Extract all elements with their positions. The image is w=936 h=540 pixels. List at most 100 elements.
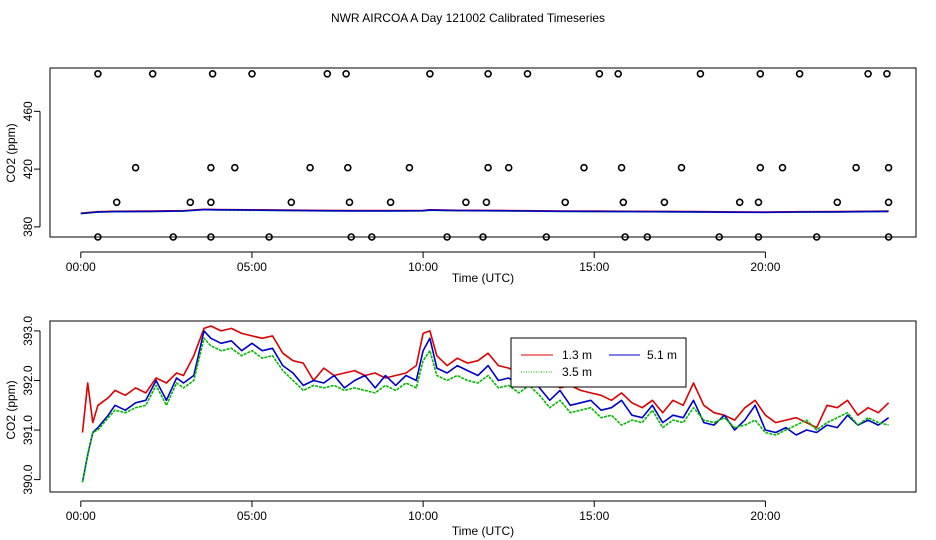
bottom-x-axis-label: Time (UTC): [452, 524, 514, 538]
top-y-tick-label: 460: [21, 101, 35, 121]
legend-label-3-5m: 3.5 m: [562, 365, 592, 379]
top-scatter-point: [614, 70, 623, 78]
top-scatter-point: [619, 198, 628, 207]
top-scatter-point: [112, 198, 121, 207]
top-scatter-point: [864, 70, 872, 78]
top-scatter-point: [542, 233, 551, 241]
top-y-axis-label: CO2 (ppm): [4, 123, 18, 182]
top-scatter-point: [207, 233, 215, 241]
top-x-tick-label: 05:00: [237, 260, 267, 274]
top-scatter-point: [884, 233, 893, 241]
top-panel: 00:00 05:00 10:00 15:00 20:00 380 420 460 Time…: [4, 67, 917, 285]
top-scatter-point: [621, 233, 629, 241]
top-scatter-point: [833, 198, 842, 207]
top-scatter-point: [443, 233, 451, 241]
top-scatter-point: [561, 198, 570, 207]
top-scatter-point: [207, 163, 215, 172]
top-scatter-point: [248, 70, 256, 78]
bottom-series-5-1-m: [81, 330, 890, 483]
top-plot-frame: [49, 67, 917, 238]
top-scatter-point: [186, 198, 195, 207]
top-series-lines: [80, 208, 889, 215]
bottom-series-lines: [81, 325, 890, 483]
bottom-y-tick-label: 390.0: [21, 464, 35, 494]
top-scatter-point: [795, 70, 804, 78]
top-scatter-point: [504, 163, 513, 172]
top-scatter-point: [265, 233, 273, 241]
top-x-tick-label: 00:00: [66, 260, 96, 274]
page-title: NWR AIRCOA A Day 121002 Calibrated Times…: [331, 11, 605, 25]
top-scatter-point: [94, 70, 102, 78]
top-scatter-point: [812, 233, 821, 241]
top-scatter-point: [660, 198, 669, 207]
bottom-panel: 00:00 05:00 10:00 15:00 20:00 390.0 391.0 392.…: [4, 316, 917, 538]
bottom-x-tick-label: 05:00: [237, 509, 267, 523]
top-scatter-point: [306, 163, 314, 172]
legend-label-1-3m: 1.3 m: [562, 348, 592, 362]
bottom-y-tick-label: 391.0: [21, 415, 35, 445]
top-scatter-point: [148, 70, 157, 78]
bottom-series-1-3-m: [81, 325, 890, 433]
top-scatter-point: [715, 233, 724, 241]
top-scatter-point: [231, 163, 239, 172]
top-scatter-point: [343, 163, 352, 172]
top-scatter-point: [523, 70, 532, 78]
bottom-x-tick-label: 15:00: [579, 509, 609, 523]
top-scatter-point: [883, 70, 891, 78]
legend-label-5-1m: 5.1 m: [647, 348, 677, 362]
bottom-y-tick-label: 392.0: [21, 365, 35, 395]
top-scatter-point: [462, 198, 470, 207]
top-scatter-point: [754, 233, 763, 241]
top-scatter-point: [347, 233, 356, 241]
top-x-axis-label: Time (UTC): [452, 271, 514, 285]
top-scatter-point: [735, 198, 744, 207]
top-scatter-point: [754, 198, 763, 207]
bottom-y-tick-label: 393.0: [21, 316, 35, 346]
top-scatter-point: [287, 198, 296, 207]
top-x-tick-label: 20:00: [750, 260, 780, 274]
top-y-tick-label: 420: [21, 159, 35, 179]
legend: 1.3 m 5.1 m 3.5 m: [510, 337, 687, 388]
top-x-axis: 00:00 05:00 10:00 15:00 20:00: [66, 251, 781, 274]
top-scatter-point: [696, 70, 705, 78]
top-scatter-point: [345, 198, 354, 207]
top-scatter-point: [580, 163, 588, 172]
top-y-tick-label: 380: [21, 217, 35, 237]
top-scatter-point: [484, 163, 492, 172]
bottom-y-axis-label: CO2 (ppm): [4, 380, 18, 439]
top-scatter-point: [884, 198, 893, 207]
top-x-tick-label: 15:00: [579, 260, 609, 274]
top-scatter-point: [482, 198, 491, 207]
top-scatter-point: [367, 233, 376, 241]
top-scatter-point: [208, 70, 217, 78]
top-scatter-point: [386, 198, 395, 207]
top-scatter-point: [323, 70, 332, 78]
legend-box: [510, 337, 687, 388]
top-scatter-point: [617, 163, 626, 172]
bottom-x-tick-label: 10:00: [408, 509, 438, 523]
top-scatter-point: [479, 233, 487, 241]
top-scatter-point: [169, 233, 177, 241]
bottom-x-axis: 00:00 05:00 10:00 15:00 20:00: [66, 500, 781, 523]
top-scatter-point: [778, 163, 787, 172]
top-scatter-point: [852, 163, 860, 172]
top-scatter-point: [131, 163, 140, 172]
bottom-plot-frame: [49, 320, 917, 493]
top-scatter-point: [884, 163, 893, 172]
top-scatter-point: [94, 233, 102, 241]
bottom-x-tick-label: 20:00: [750, 509, 780, 523]
top-y-axis: 380 420 460: [21, 101, 41, 237]
bottom-x-tick-label: 00:00: [66, 509, 96, 523]
top-scatter-point: [756, 70, 765, 78]
top-scatter-point: [426, 70, 434, 78]
top-scatter-point: [756, 163, 765, 172]
top-scatter-point: [643, 233, 652, 241]
top-scatter-point: [405, 163, 414, 172]
top-x-tick-label: 10:00: [408, 260, 438, 274]
top-scatter-point: [484, 70, 492, 78]
bottom-y-axis: 390.0 391.0 392.0 393.0: [21, 316, 41, 495]
bottom-series-3-5-m: [81, 337, 889, 483]
top-scatter-point: [342, 70, 350, 78]
top-scatter-point: [595, 70, 604, 78]
